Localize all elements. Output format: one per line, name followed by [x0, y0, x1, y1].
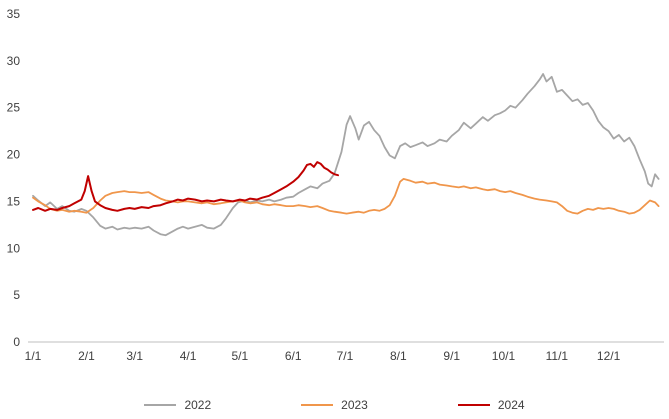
y-axis-tick-label: 15 — [7, 194, 21, 208]
x-axis-tick-label: 4/1 — [180, 349, 197, 363]
legend-swatch-2024 — [457, 404, 490, 406]
legend-label-2022: 2022 — [184, 398, 212, 412]
y-axis-tick-label: 20 — [7, 148, 21, 162]
x-axis-tick-label: 9/1 — [443, 349, 460, 363]
legend-swatch-2023 — [301, 404, 334, 406]
x-axis-tick-label: 7/1 — [337, 349, 354, 363]
legend: 2022 2023 2024 — [0, 399, 669, 411]
chart-svg: 0 5 10 15 20 25 30 35 1/1 2/1 3/1 4/1 5/1 6/1 7/1 8/1 9/… — [7, 7, 664, 363]
y-axis-tick-label: 0 — [13, 335, 20, 349]
x-axis-tick-label: 1/1 — [25, 349, 42, 363]
x-axis-tick-label: 3/1 — [126, 349, 143, 363]
legend-item-2023: 2023 — [301, 399, 368, 411]
legend-label-2023: 2023 — [341, 398, 368, 412]
legend-item-2024: 2024 — [457, 398, 525, 412]
y-axis-tick-label: 25 — [7, 101, 21, 115]
series-line-2023 — [32, 178, 660, 215]
y-axis-tick-label: 10 — [7, 241, 21, 255]
series-line-2024 — [32, 161, 339, 212]
legend-item-2022: 2022 — [144, 399, 211, 411]
x-axis-tick-label: 10/1 — [492, 349, 516, 363]
x-axis-tick-label: 12/1 — [597, 349, 621, 363]
series-line-2022 — [32, 73, 660, 237]
x-axis-tick-label: 8/1 — [390, 349, 407, 363]
x-axis-tick-label: 5/1 — [231, 349, 248, 363]
y-axis-tick-label: 5 — [13, 288, 20, 302]
y-axis-tick-label: 35 — [7, 7, 21, 21]
legend-label-2024: 2024 — [497, 398, 525, 412]
legend-swatch-2022 — [144, 404, 177, 406]
x-axis-tick-label: 6/1 — [285, 349, 302, 363]
x-axis-tick-label: 2/1 — [78, 349, 95, 363]
y-axis-tick-label: 30 — [7, 54, 21, 68]
x-axis-tick-label: 11/1 — [546, 349, 569, 363]
